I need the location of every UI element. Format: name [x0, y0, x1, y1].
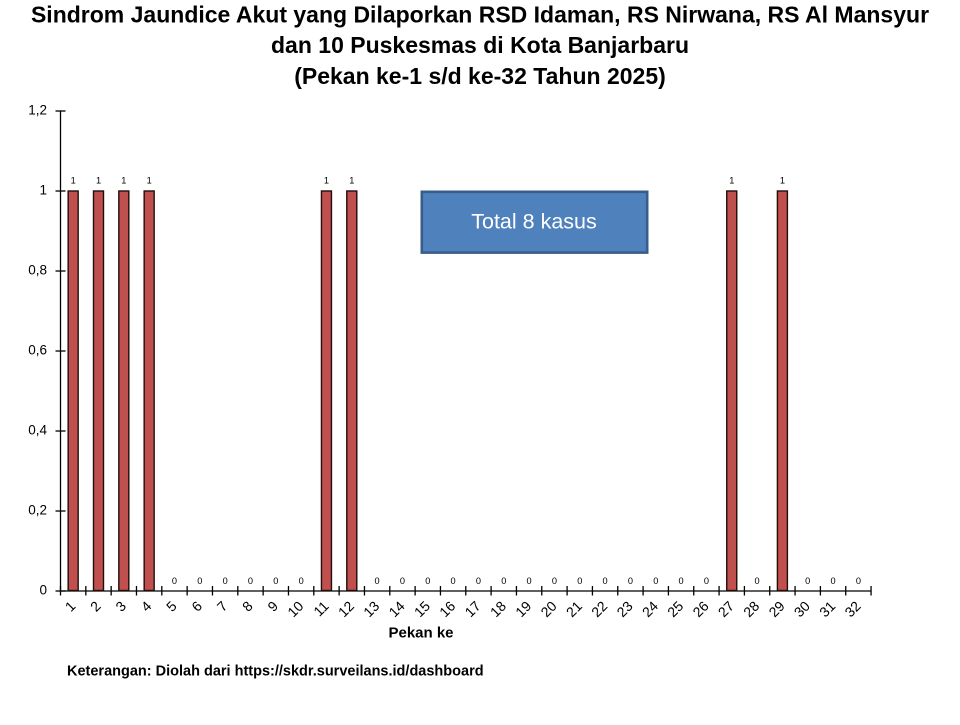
svg-text:8: 8	[239, 598, 256, 615]
svg-text:6: 6	[188, 598, 205, 615]
svg-text:13: 13	[360, 598, 382, 620]
svg-text:0: 0	[552, 576, 557, 586]
svg-text:0: 0	[628, 576, 633, 586]
svg-text:0: 0	[856, 576, 861, 586]
svg-text:18: 18	[487, 598, 509, 620]
svg-text:12: 12	[335, 598, 357, 620]
svg-text:0: 0	[273, 576, 278, 586]
svg-text:32: 32	[841, 598, 863, 620]
svg-text:(Pekan ke-1 s/d ke-32 Tahun 20: (Pekan ke-1 s/d ke-32 Tahun 2025)	[294, 63, 666, 89]
svg-text:0: 0	[704, 576, 709, 586]
svg-text:21: 21	[563, 598, 585, 620]
svg-text:0: 0	[197, 576, 202, 586]
svg-text:29: 29	[765, 598, 787, 620]
svg-text:Keterangan: Diolah dari https:: Keterangan: Diolah dari https://skdr.sur…	[67, 664, 484, 680]
svg-text:1: 1	[324, 176, 329, 186]
svg-text:0: 0	[830, 576, 835, 586]
svg-text:1: 1	[121, 176, 126, 186]
svg-text:17: 17	[461, 598, 483, 620]
svg-text:0: 0	[476, 576, 481, 586]
svg-text:Sindrom Jaundice Akut yang Dil: Sindrom Jaundice Akut yang Dilaporkan RS…	[31, 2, 929, 28]
svg-text:19: 19	[512, 598, 534, 620]
svg-text:dan 10 Puskesmas di Kota Banja: dan 10 Puskesmas di Kota Banjarbaru	[271, 32, 689, 58]
svg-text:0,2: 0,2	[28, 503, 47, 518]
svg-text:0: 0	[527, 576, 532, 586]
svg-text:Total 8 kasus: Total 8 kasus	[471, 210, 596, 234]
svg-text:31: 31	[816, 598, 838, 620]
svg-text:27: 27	[715, 598, 737, 620]
svg-text:22: 22	[588, 598, 610, 620]
svg-text:0: 0	[248, 576, 253, 586]
svg-text:14: 14	[385, 598, 407, 620]
svg-text:3: 3	[112, 598, 129, 615]
svg-text:0: 0	[375, 576, 380, 586]
svg-text:16: 16	[436, 598, 458, 620]
svg-text:1: 1	[780, 176, 785, 186]
svg-text:1: 1	[71, 176, 76, 186]
svg-text:25: 25	[664, 598, 686, 620]
svg-text:9: 9	[264, 598, 281, 615]
svg-text:1: 1	[729, 176, 734, 186]
svg-text:0: 0	[400, 576, 405, 586]
svg-text:4: 4	[138, 598, 155, 615]
svg-text:1: 1	[39, 183, 47, 198]
svg-text:Pekan ke: Pekan ke	[388, 625, 453, 642]
svg-text:0: 0	[577, 576, 582, 586]
svg-text:0: 0	[299, 576, 304, 586]
svg-text:10: 10	[284, 598, 306, 620]
svg-text:0: 0	[679, 576, 684, 586]
svg-text:11: 11	[310, 598, 332, 620]
svg-text:26: 26	[689, 598, 711, 620]
svg-text:0: 0	[653, 576, 658, 586]
svg-text:0: 0	[223, 576, 228, 586]
svg-text:1: 1	[62, 598, 79, 615]
svg-text:1: 1	[349, 176, 354, 186]
svg-text:15: 15	[411, 598, 433, 620]
svg-text:0,6: 0,6	[28, 343, 47, 358]
svg-text:7: 7	[214, 598, 231, 615]
svg-text:0: 0	[755, 576, 760, 586]
svg-text:2: 2	[87, 598, 104, 615]
svg-text:20: 20	[537, 598, 559, 620]
svg-text:0: 0	[425, 576, 430, 586]
svg-text:0: 0	[39, 583, 47, 598]
svg-text:30: 30	[791, 598, 813, 620]
svg-text:23: 23	[613, 598, 635, 620]
svg-text:0,8: 0,8	[28, 263, 47, 278]
svg-text:0: 0	[805, 576, 810, 586]
svg-text:0: 0	[501, 576, 506, 586]
svg-text:5: 5	[163, 598, 180, 615]
svg-text:0: 0	[172, 576, 177, 586]
svg-text:1: 1	[147, 176, 152, 186]
svg-text:1,2: 1,2	[28, 103, 47, 118]
svg-text:0,4: 0,4	[28, 423, 47, 438]
svg-text:0: 0	[451, 576, 456, 586]
svg-text:0: 0	[603, 576, 608, 586]
svg-text:1: 1	[96, 176, 101, 186]
svg-text:28: 28	[740, 598, 762, 620]
svg-text:24: 24	[639, 598, 661, 620]
